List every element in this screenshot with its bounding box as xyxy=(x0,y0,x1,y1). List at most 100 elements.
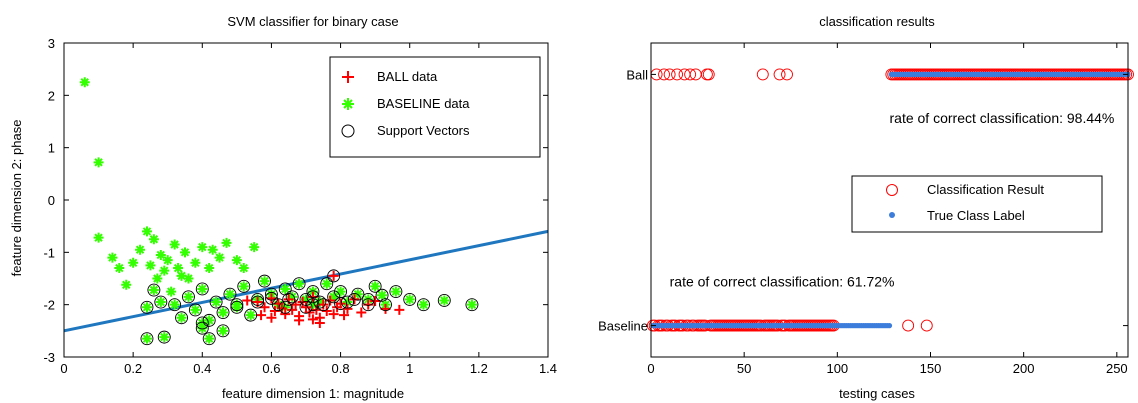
support-vector-point xyxy=(157,330,171,344)
baseline-point xyxy=(363,294,374,305)
baseline-point xyxy=(190,304,201,315)
ball-point xyxy=(301,302,311,313)
x-tick-label: 100 xyxy=(826,361,848,376)
baseline-point xyxy=(141,333,152,344)
left-chart-xlabel: feature dimension 1: magnitude xyxy=(222,386,404,401)
ball-point xyxy=(335,298,346,309)
legend-label-support: Support Vectors xyxy=(377,123,470,138)
support-vector-point xyxy=(140,332,154,346)
decision-boundary-line xyxy=(63,229,549,333)
ball-point xyxy=(318,299,329,310)
support-vector-point xyxy=(209,295,223,309)
ball-point xyxy=(339,310,350,321)
support-vector-point xyxy=(361,292,375,306)
x-tick-label: 0 xyxy=(60,361,67,376)
support-vector-point xyxy=(316,298,330,312)
support-vector-point xyxy=(465,298,479,312)
baseline-point xyxy=(197,242,208,253)
ball-point xyxy=(266,293,277,304)
baseline-point xyxy=(328,291,339,302)
support-vector-marker-icon xyxy=(341,124,355,138)
left-chart-ylabel: feature dimension 2: phase xyxy=(9,120,24,277)
x-tick-label: 0.4 xyxy=(193,361,211,376)
ball-point xyxy=(307,314,318,325)
baseline-point xyxy=(155,297,166,308)
support-vector-point xyxy=(202,332,216,346)
baseline-point xyxy=(162,255,173,266)
support-vector-point xyxy=(292,277,306,291)
support-vector-point xyxy=(244,308,258,322)
classification-result-point xyxy=(902,319,915,332)
left-legend: BALL data BASELINE data Support Vectors xyxy=(329,56,541,158)
support-vector-point xyxy=(195,321,209,335)
baseline-point xyxy=(294,278,305,289)
baseline-point xyxy=(190,257,201,268)
ball-point xyxy=(356,307,367,318)
baseline-point xyxy=(169,299,180,310)
baseline-point xyxy=(79,77,90,88)
support-vector-point xyxy=(237,279,251,293)
baseline-point xyxy=(370,281,381,292)
left-axes: 0 0.2 0.4 0.6 0.8 1 1.2 1.4 3 2 1 0 -1 -2 -3 xyxy=(43,36,557,376)
baseline-point xyxy=(418,299,429,310)
baseline-point xyxy=(204,263,215,274)
annotation-baseline-rate: rate of correct classification: 61.72% xyxy=(670,273,895,289)
baseline-point xyxy=(390,286,401,297)
x-tick-label: 0.8 xyxy=(332,361,350,376)
left-plot-area xyxy=(63,77,549,346)
support-vector-point xyxy=(347,292,361,306)
legend-label-baseline: BASELINE data xyxy=(377,96,470,111)
ball-point xyxy=(328,270,339,281)
baseline-point xyxy=(93,157,104,168)
ball-point xyxy=(314,317,325,328)
classification-result-point xyxy=(658,68,670,81)
right-chart-title: classification results xyxy=(819,14,935,29)
support-vector-point xyxy=(140,300,154,314)
support-vector-point xyxy=(437,294,451,307)
y-tick-label: -1 xyxy=(43,245,55,260)
support-vector-point xyxy=(154,295,168,309)
support-vector-point xyxy=(306,285,320,299)
baseline-point xyxy=(224,289,235,300)
baseline-point xyxy=(107,252,118,263)
support-vector-point xyxy=(361,298,375,312)
support-vector-point xyxy=(320,277,334,291)
support-vector-point xyxy=(216,306,230,319)
ball-marker-icon xyxy=(342,71,354,83)
right-axes-frame xyxy=(650,42,1129,358)
classification-result-point xyxy=(756,68,769,81)
x-tick-label: 50 xyxy=(737,361,751,376)
ball-point xyxy=(280,309,291,320)
classification-result-point xyxy=(781,68,793,81)
baseline-point xyxy=(259,276,270,287)
baseline-point xyxy=(214,252,225,263)
ball-point xyxy=(394,304,405,315)
ball-point xyxy=(242,295,253,306)
right-legend: Classification Result True Class Label xyxy=(851,175,1103,233)
support-vector-point xyxy=(195,282,209,296)
x-tick-label: 150 xyxy=(920,361,942,376)
support-vector-point xyxy=(379,298,392,312)
support-vector-point xyxy=(258,274,271,288)
x-tick-label: 0.2 xyxy=(124,361,142,376)
support-vector-point xyxy=(278,300,292,314)
ball-point xyxy=(294,315,305,326)
support-vector-point xyxy=(264,287,278,301)
support-vector-point xyxy=(403,292,417,306)
x-tick-label: 1.4 xyxy=(539,361,557,376)
support-vector-point xyxy=(306,298,320,312)
support-vector-point xyxy=(334,297,348,311)
support-vector-point xyxy=(195,316,209,330)
support-vector-point xyxy=(327,290,341,304)
baseline-point xyxy=(141,302,152,313)
baseline-point xyxy=(159,265,170,276)
baseline-point xyxy=(141,226,152,237)
support-vector-point xyxy=(168,298,182,312)
baseline-point xyxy=(238,281,249,292)
support-vector-point xyxy=(230,298,244,312)
y-tick-label: 1 xyxy=(48,141,55,156)
support-vector-point xyxy=(327,269,341,283)
support-vector-point xyxy=(251,295,265,309)
baseline-point xyxy=(183,291,194,302)
